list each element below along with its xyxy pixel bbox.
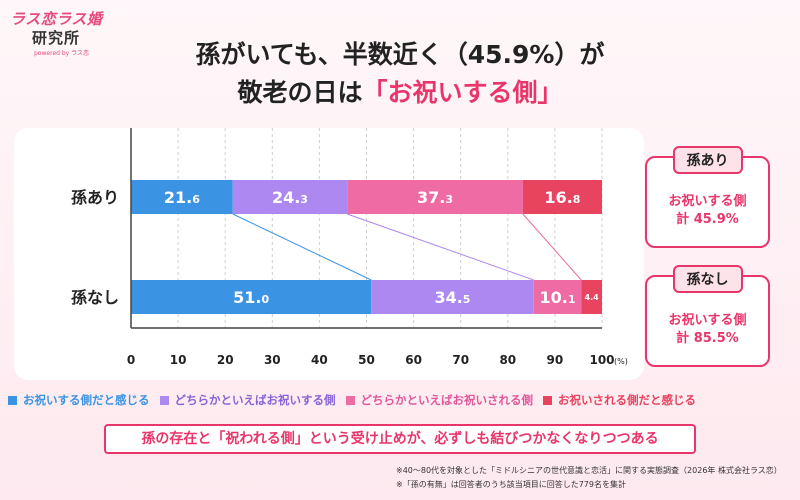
page-title: 孫がいても、半数近く（45.9%）が 敬老の日は「お祝いする側」 — [0, 36, 800, 112]
bar-value-label: 34.5 — [434, 288, 470, 307]
summary-label: お祝いする側 — [668, 194, 747, 209]
connector-line — [522, 213, 582, 281]
legend-swatch — [345, 395, 355, 405]
summary-total: 計 85.5% — [676, 331, 739, 346]
bar-segment — [232, 180, 348, 214]
bar-value-label: 16.8 — [544, 188, 580, 207]
summary-label: お祝いする側 — [668, 313, 747, 328]
x-tick-label: 50 — [358, 353, 375, 367]
legend-swatch — [8, 395, 17, 405]
x-tick-label: 100 — [589, 353, 614, 367]
chart-legend: お祝いする側だと感じる どちらかといえばお祝いする側 どちらかといえばお祝いされ… — [8, 392, 800, 408]
x-tick-label: 90 — [547, 353, 564, 367]
bar-segment — [131, 180, 233, 214]
legend-item: どちらかといえばお祝いする側 — [159, 392, 336, 408]
bar-value-label: 51.0 — [233, 288, 269, 307]
bar-segment — [347, 180, 523, 214]
x-tick-label: 10 — [170, 353, 187, 367]
legend-label: どちらかといえばお祝いされる側 — [360, 393, 534, 407]
logo-powered-by: powered by ラス恋 — [34, 50, 89, 57]
legend-label: どちらかといえばお祝いする側 — [174, 393, 336, 407]
bar-value-label: 10.1 — [539, 288, 575, 307]
summary-box-without-grandchildren: 孫なし お祝いする側 計 85.5% — [645, 265, 770, 367]
logo: ラス恋ラス婚 研究所 powered by ラス恋 — [10, 8, 120, 57]
legend-swatch — [159, 395, 169, 405]
title-line2-prefix: 敬老の日は — [237, 78, 363, 107]
bar-value-label: 21.6 — [164, 188, 200, 207]
x-tick-label: 80 — [499, 353, 516, 367]
connector-line — [232, 213, 372, 281]
bar-segment — [522, 180, 602, 214]
bar-segment — [371, 280, 534, 314]
x-tick-label: 20 — [217, 353, 234, 367]
bar-value-label: 4.4 — [585, 293, 600, 302]
title-line2-highlight: 「お祝いする側」 — [362, 78, 563, 107]
title-line1: 孫がいても、半数近く（45.9%）が — [195, 40, 605, 69]
legend-label: お祝いされる側だと感じる — [558, 393, 696, 407]
summary-tag: 孫あり — [672, 146, 743, 174]
legend-item: どちらかといえばお祝いされる側 — [345, 392, 534, 408]
bar-segment — [131, 280, 372, 314]
summary-box-with-grandchildren: 孫あり お祝いする側 計 45.9% — [645, 146, 770, 248]
bar-value-label: 24.3 — [272, 188, 308, 207]
legend-item: お祝いされる側だと感じる — [543, 392, 696, 408]
chart-panel: 21.6 24.3 37.3 16.8 孫あり 51.0 34.5 10.1 4.4 孫なし 0 10… — [14, 128, 644, 380]
footnote-sample: ※「孫の有無」は回答者のうち該当項目に回答した779名を集計 — [396, 480, 626, 489]
legend-swatch — [543, 395, 552, 405]
x-tick-label: 60 — [405, 353, 422, 367]
title-line2: 敬老の日は「お祝いする側」 — [0, 74, 800, 112]
conclusion-banner: 孫の存在と「祝われる側」という受け止めが、必ずしも結びつかなくなりつつある — [104, 424, 696, 454]
category-label: 孫あり — [71, 188, 119, 207]
logo-brand: ラス恋ラス婚 — [10, 10, 103, 28]
legend-label: お祝いする側だと感じる — [23, 393, 150, 407]
x-tick-label: 70 — [452, 353, 469, 367]
summary-total: 計 45.9% — [676, 212, 739, 227]
x-axis-unit: (%) — [614, 357, 628, 366]
logo-lab: 研究所 — [32, 29, 81, 47]
x-tick-label: 0 — [127, 353, 135, 367]
legend-item: お祝いする側だと感じる — [8, 392, 150, 408]
bar-segment — [581, 280, 602, 314]
category-label: 孫なし — [71, 288, 119, 307]
bar-value-label: 37.3 — [417, 188, 453, 207]
x-tick-label: 40 — [311, 353, 328, 367]
footnote-source: ※40～80代を対象とした「ミドルシニアの世代意識と恋活」に関する実態調査（20… — [396, 466, 782, 475]
bar-segment — [533, 280, 582, 314]
summary-tag: 孫なし — [672, 265, 743, 293]
connector-line — [347, 213, 534, 281]
stacked-bar-chart: 21.6 24.3 37.3 16.8 孫あり 51.0 34.5 10.1 4.4 孫なし 0 10… — [71, 128, 628, 367]
x-tick-label: 30 — [264, 353, 281, 367]
